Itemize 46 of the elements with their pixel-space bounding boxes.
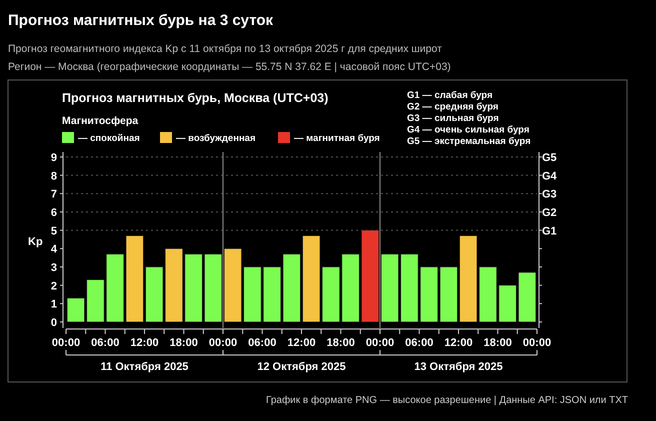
legend-title: Магнитосфера	[62, 115, 138, 127]
ref-line-label: G1	[542, 225, 557, 238]
x-tick-label: 06:00	[248, 337, 276, 349]
ref-line-label: G2	[542, 206, 557, 219]
x-tick-label: 18:00	[170, 337, 198, 349]
x-tick-label: 12:00	[444, 337, 473, 349]
text: Прогноз магнитных бурь, Москва (UTC+03)	[62, 91, 328, 105]
y-tick-label: 3	[50, 262, 57, 274]
text: G1 — слабая буря	[407, 90, 493, 101]
x-tick-label: 06:00	[91, 337, 120, 349]
text: Регион — Москва (географические координаты — 55.75 N 37.62 E | часовой пояс UTC+03)	[8, 61, 451, 73]
y-tick-label: 7	[50, 188, 57, 201]
text: 12 Октября 2025	[257, 361, 346, 373]
x-tick-label: 00:00	[366, 337, 394, 349]
text: 11 Октября 2025	[100, 361, 188, 373]
y-tick-label: 4	[50, 244, 58, 256]
legend-label: — возбужденная	[176, 133, 256, 144]
text: 13 Октября 2025	[414, 361, 503, 373]
ref-line-label: G5	[542, 152, 557, 164]
legend-label: — магнитная буря	[294, 133, 380, 144]
text: G3 — сильная буря	[407, 113, 499, 124]
text: G2 — средняя буря	[407, 102, 498, 112]
legend-label: — спокойная	[78, 133, 140, 144]
y-tick-label: 2	[50, 280, 57, 292]
y-tick-label: 0	[50, 316, 57, 329]
y-tick-label: 9	[50, 152, 57, 164]
x-tick-label: 00:00	[52, 337, 80, 349]
y-tick-label: 5	[50, 225, 57, 238]
x-tick-label: 00:00	[208, 337, 238, 349]
text: G4 — очень сильная буря	[407, 124, 530, 136]
ref-line-label: G4	[542, 170, 558, 182]
ref-line-label: G3	[542, 188, 557, 201]
text: График в формате PNG — высокое разрешение | Данные API: JSON или TXT	[266, 395, 628, 406]
x-tick-label: 18:00	[326, 337, 355, 349]
y-tick-label: 6	[50, 206, 57, 219]
chart-title: Прогноз магнитных бурь на 3 суток	[8, 12, 274, 29]
text: G5 — экстремальная буря	[407, 136, 531, 147]
y-tick-label: 8	[50, 170, 57, 182]
x-tick-label: 00:00	[522, 337, 552, 349]
x-tick-label: 18:00	[484, 337, 512, 349]
y-axis-title: Kp	[28, 236, 43, 248]
x-tick-label: 12:00	[287, 337, 316, 349]
x-tick-label: 12:00	[130, 337, 159, 349]
y-tick-label: 1	[50, 298, 57, 311]
chart-subtitle: Прогноз геомагнитного индекса Kp с 11 октября по 13 октября 2025 г для средних широт	[8, 43, 442, 55]
x-tick-label: 06:00	[405, 337, 434, 349]
